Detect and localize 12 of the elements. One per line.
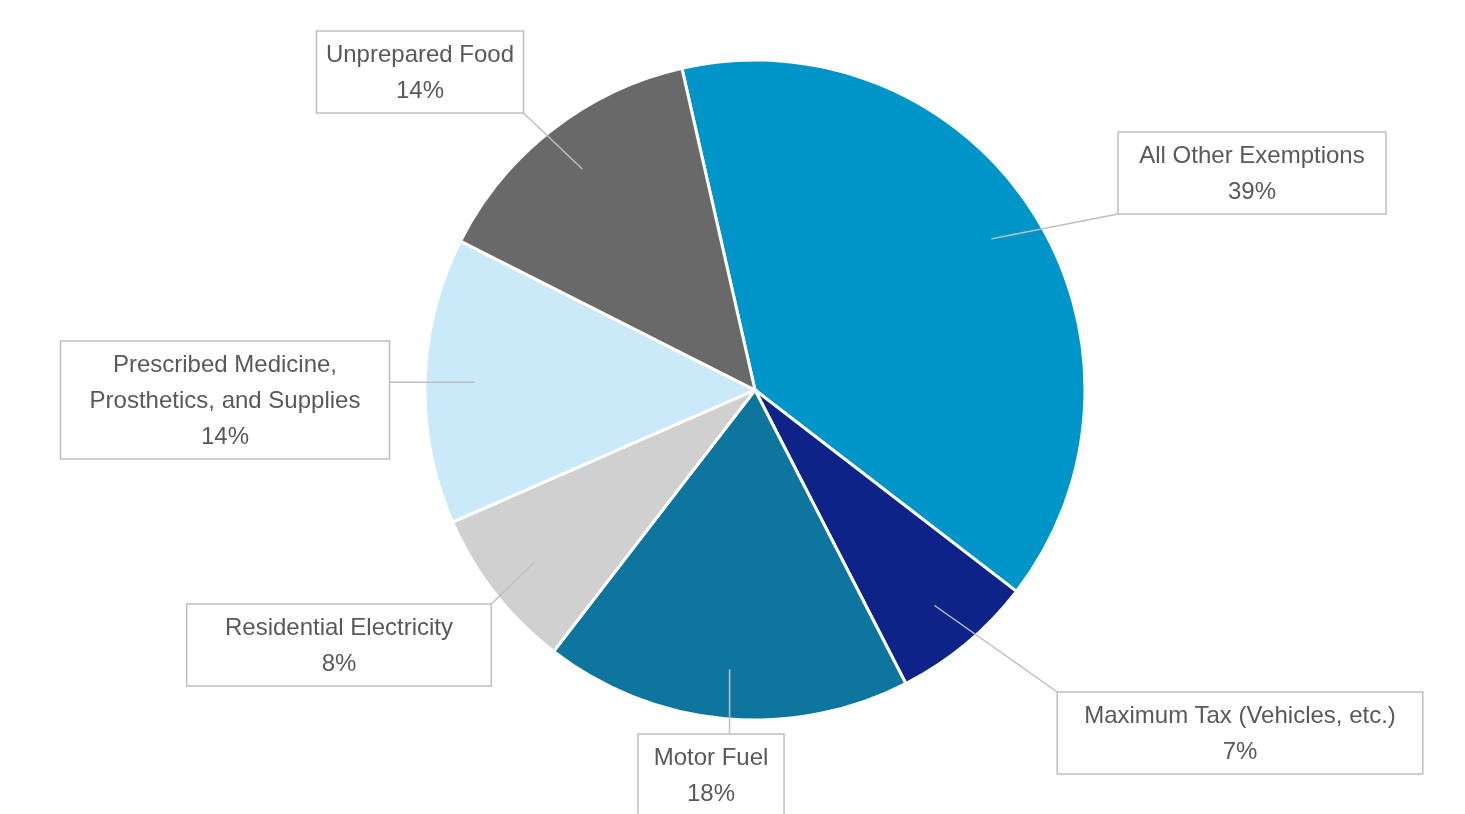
slice-label: Residential Electricity [224, 612, 454, 640]
slice-label: All Other Exemptions [1139, 140, 1365, 168]
slice-label: Maximum Tax (Vehicles, etc.) [1084, 700, 1396, 728]
data-label: 14% [395, 75, 445, 103]
slice-label: Unprepared Food [325, 39, 515, 67]
slice-label: Motor Fuel [653, 742, 769, 770]
data-label: 14% [200, 421, 250, 449]
data-label: 18% [686, 778, 736, 806]
slice-label: Prescribed Medicine, Prosthetics, and Supplies [89, 349, 361, 413]
data-label: 8% [321, 648, 357, 676]
data-label: 39% [1227, 176, 1277, 204]
data-label: 7% [1222, 736, 1258, 764]
